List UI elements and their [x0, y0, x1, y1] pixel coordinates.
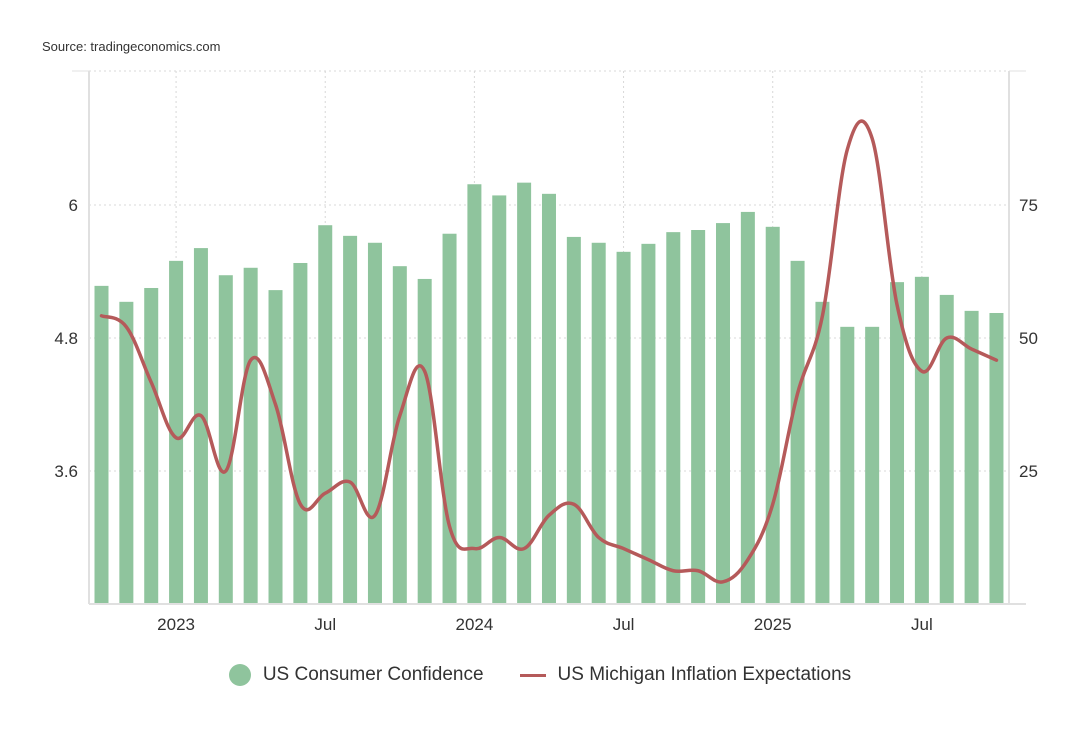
bar: [566, 236, 581, 605]
bar: [367, 242, 382, 604]
bar: [343, 235, 358, 604]
legend-line-icon: [519, 673, 546, 677]
bar: [193, 248, 208, 605]
bar: [94, 285, 109, 604]
tick-labels: 3.6 4.8 6 25 50 75 2023 Jul 2024 Jul 2025 Jul: [54, 196, 1038, 634]
bar: [517, 182, 532, 604]
legend-item-inflation-expectations[interactable]: US Michigan Inflation Expectations: [519, 664, 852, 686]
source-label: Source: tradingeconomics.com: [42, 39, 221, 54]
bar: [119, 301, 134, 604]
x-axis-tick-label: Jul: [613, 615, 635, 634]
left-axis-tick-label: 4.8: [54, 329, 78, 348]
bar: [169, 260, 184, 604]
bar: [144, 287, 159, 604]
bar: [840, 326, 855, 604]
right-axis-tick-label: 75: [1019, 196, 1038, 215]
bar: [541, 193, 556, 604]
bar: [392, 266, 407, 604]
legend-item-consumer-confidence[interactable]: US Consumer Confidence: [228, 664, 484, 686]
bar: [616, 251, 631, 605]
bar: [293, 262, 308, 604]
bar: [268, 290, 283, 604]
x-axis-tick-label: 2023: [157, 615, 195, 634]
legend: US Consumer Confidence US Michigan Infla…: [0, 664, 1080, 686]
bar: [790, 260, 805, 604]
bar: [740, 211, 755, 604]
bar: [318, 225, 333, 604]
left-axis-tick-label: 3.6: [54, 462, 78, 481]
bar: [492, 195, 507, 604]
right-axis-tick-label: 25: [1019, 462, 1038, 481]
bar: [691, 230, 706, 604]
bar: [865, 326, 880, 604]
left-axis-tick-label: 6: [69, 196, 78, 215]
x-axis-tick-label: 2024: [455, 615, 493, 634]
bar: [666, 232, 681, 604]
bar: [989, 312, 1004, 604]
x-axis-tick-label: Jul: [911, 615, 933, 634]
bar: [716, 223, 730, 604]
right-axis-tick-label: 50: [1019, 329, 1038, 348]
bar: [964, 310, 979, 604]
bar: [591, 242, 606, 604]
legend-label: US Consumer Confidence: [262, 664, 484, 685]
x-axis-tick-label: 2025: [754, 615, 792, 634]
legend-label: US Michigan Inflation Expectations: [557, 664, 852, 685]
bar: [442, 233, 457, 604]
bars-series: [94, 182, 1004, 605]
axes: [72, 70, 1026, 605]
bar: [914, 276, 929, 604]
x-axis-tick-label: Jul: [314, 615, 336, 634]
bar: [218, 275, 233, 604]
bar: [243, 267, 258, 604]
line-series-inflation-expectations: [99, 119, 999, 584]
bar: [417, 278, 432, 604]
bar: [890, 282, 905, 604]
bar: [467, 184, 482, 604]
bar: [939, 294, 954, 604]
bar: [641, 243, 656, 604]
bar: [765, 226, 780, 604]
bar: [815, 301, 830, 604]
legend-circle-icon: [228, 664, 251, 686]
